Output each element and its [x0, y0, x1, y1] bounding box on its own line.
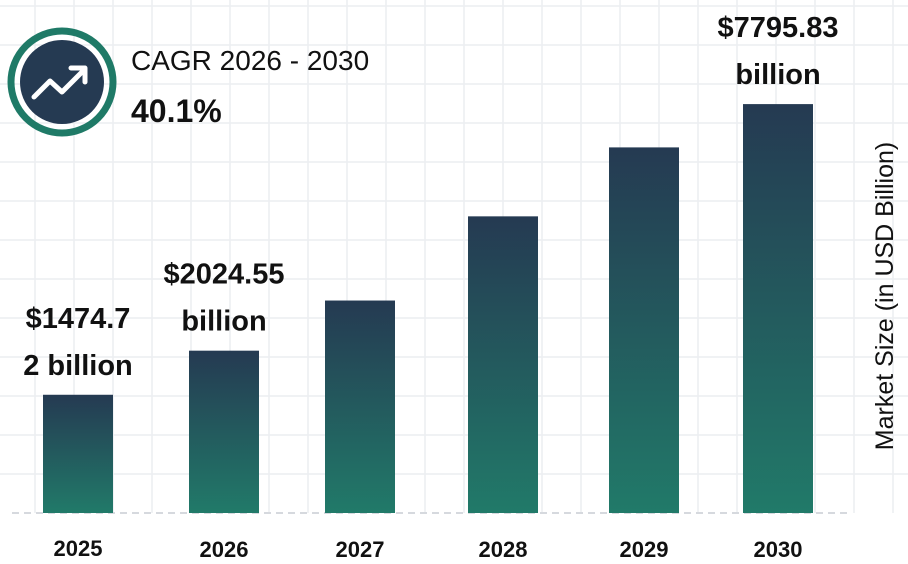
value-labels: $1474.7 2 billion $2024.55 billion $7795.83 b… [23, 12, 838, 382]
y-axis-label: Market Size (in USD Billion) [871, 142, 899, 450]
cagr-icon-disc [20, 40, 104, 124]
x-tick-labels: 2025 2026 2027 2028 2029 2030 [54, 536, 803, 562]
bar-2029 [609, 147, 679, 513]
value-label: $7795.83 [718, 12, 839, 44]
x-tick-label: 2029 [620, 537, 669, 562]
cagr-title: CAGR 2026 - 2030 [131, 45, 369, 76]
x-tick-label: 2026 [200, 537, 249, 562]
bar-2025 [43, 394, 113, 513]
value-label: billion [181, 306, 266, 338]
x-tick-label: 2027 [336, 537, 385, 562]
cagr-value: 40.1% [131, 93, 222, 129]
x-tick-label: 2030 [754, 537, 803, 562]
value-label: $2024.55 [164, 259, 285, 291]
cagr-badge: CAGR 2026 - 2030 40.1% [7, 27, 369, 137]
x-tick-label: 2028 [479, 537, 528, 562]
x-tick-label: 2025 [54, 536, 103, 561]
bar-2030 [743, 104, 813, 513]
bar-2028 [468, 216, 538, 513]
value-label: billion [735, 59, 820, 91]
value-label: $1474.7 [26, 303, 131, 335]
bars [43, 104, 813, 513]
value-label: 2 billion [23, 350, 133, 382]
cagr-icon-ring [7, 27, 117, 137]
trending-up-icon [31, 65, 88, 100]
bar-2027 [325, 300, 395, 513]
bar-2026 [189, 350, 259, 513]
